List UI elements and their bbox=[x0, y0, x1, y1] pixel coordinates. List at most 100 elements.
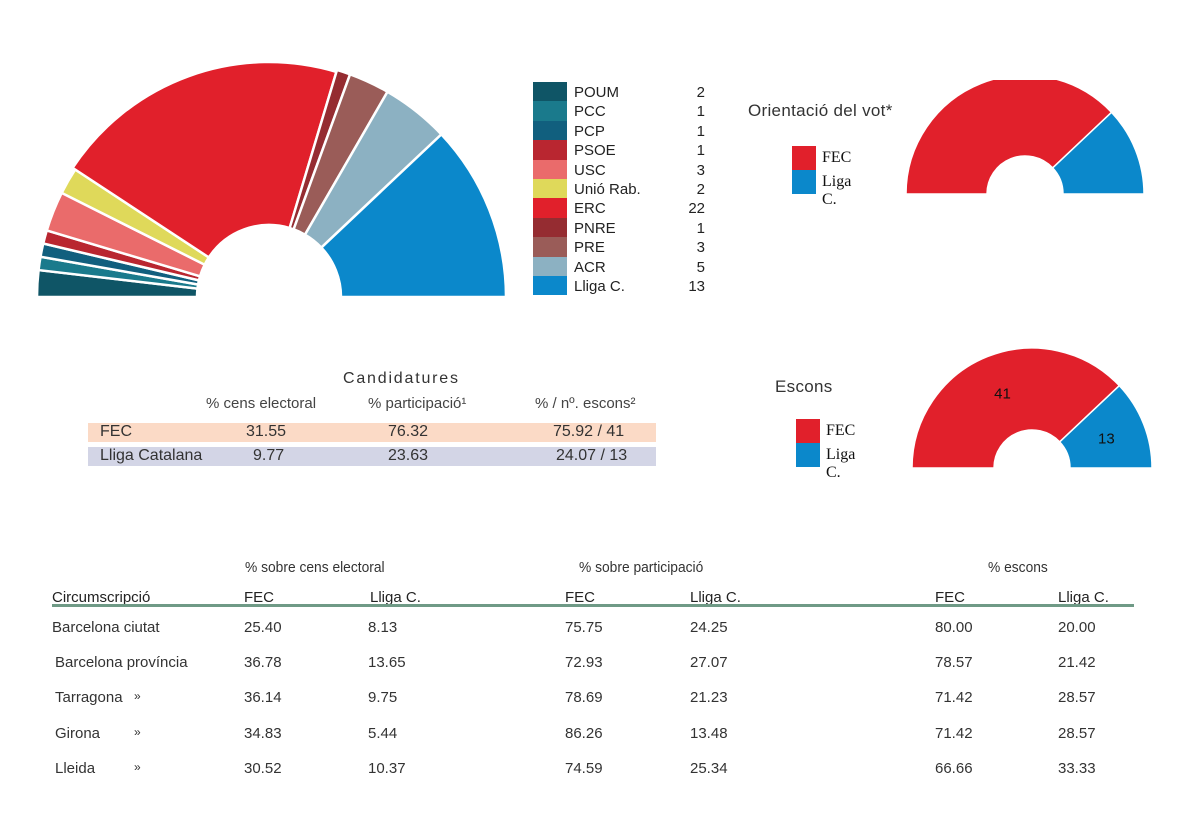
sector-liga-c- bbox=[1051, 111, 1145, 195]
table-cell: 30.52 bbox=[244, 760, 282, 777]
legend-swatch bbox=[533, 237, 567, 257]
col-header: Lliga C. bbox=[1058, 589, 1109, 606]
sector-fec bbox=[905, 80, 1113, 195]
group-header-participacio: % sobre participació bbox=[579, 559, 704, 576]
candidatures-row-lliga: Lliga Catalana 9.77 23.63 24.07 / 13 bbox=[88, 447, 656, 466]
candidatures-col-escons: % / nº. escons² bbox=[535, 395, 636, 412]
legend-swatch bbox=[533, 275, 567, 296]
ditto-mark: » bbox=[134, 725, 141, 739]
ditto-mark: » bbox=[134, 760, 141, 774]
legend-seats: 5 bbox=[696, 258, 705, 276]
legend-swatch bbox=[533, 159, 567, 179]
legend-swatch bbox=[796, 419, 820, 443]
col-header: FEC bbox=[935, 589, 965, 606]
candidatures-col-participacio: % participació¹ bbox=[368, 395, 467, 412]
legend-seats: 1 bbox=[696, 122, 705, 140]
table-header-rule bbox=[52, 604, 1134, 607]
legend-label: ERC bbox=[574, 200, 606, 218]
legend-item: Lliga C. 13 bbox=[533, 275, 713, 296]
row-name: Tarragona bbox=[55, 689, 123, 706]
col-header: Lliga C. bbox=[370, 589, 421, 606]
legend-seats: 2 bbox=[696, 180, 705, 198]
table-cell: 9.75 bbox=[368, 689, 398, 706]
seats-chart: 41 13 bbox=[911, 347, 1153, 469]
col-header: FEC bbox=[565, 589, 595, 606]
legend-seats: 2 bbox=[696, 84, 705, 101]
table-cell: 25.40 bbox=[244, 619, 282, 636]
legend-item: Unió Rab. 2 bbox=[533, 178, 713, 199]
table-cell: 78.57 bbox=[935, 654, 973, 671]
table-cell: 27.07 bbox=[690, 654, 728, 671]
table-cell: 5.44 bbox=[368, 725, 398, 742]
legend-item: ERC 22 bbox=[533, 198, 713, 218]
col-header: FEC bbox=[244, 589, 274, 606]
legend-label: Unió Rab. bbox=[574, 180, 641, 198]
legend-label: FEC bbox=[822, 149, 852, 166]
legend-label: Lliga C. bbox=[574, 277, 625, 295]
legend-swatch bbox=[533, 120, 567, 141]
legend-swatch bbox=[533, 217, 567, 238]
table-cell: 78.69 bbox=[565, 689, 603, 706]
candidatures-row-fec: FEC 31.55 76.32 75.92 / 41 bbox=[88, 423, 656, 442]
sector-liga-c- bbox=[1058, 384, 1153, 469]
vote-orientation-title: Orientació del vot* bbox=[748, 101, 893, 120]
table-cell: 33.33 bbox=[1058, 760, 1096, 777]
table-cell: 21.42 bbox=[1058, 654, 1096, 671]
table-cell: 13.48 bbox=[690, 725, 728, 742]
table-cell: 71.42 bbox=[935, 689, 973, 706]
table-cell: 28.57 bbox=[1058, 689, 1096, 706]
legend-label: ACR bbox=[574, 258, 606, 276]
candidatures-title: Candidatures bbox=[343, 370, 460, 387]
legend-swatch bbox=[533, 178, 567, 199]
legend-swatch bbox=[792, 146, 816, 170]
row-name: Barcelona província bbox=[55, 654, 188, 671]
candidatures-cell: 23.63 bbox=[388, 447, 429, 464]
legend-seats: 22 bbox=[688, 200, 705, 218]
sector-data-label: 41 bbox=[994, 386, 1011, 403]
sector-lliga-c- bbox=[319, 132, 508, 299]
legend-label: PSOE bbox=[574, 142, 616, 160]
table-cell: 72.93 bbox=[565, 654, 603, 671]
legend-swatch bbox=[796, 443, 820, 467]
legend-item: ACR 5 bbox=[533, 256, 713, 276]
table-cell: 36.78 bbox=[244, 654, 282, 671]
legend-label: PCC bbox=[574, 103, 606, 121]
legend-item: PCP 1 bbox=[533, 120, 713, 141]
row-name: Lleida bbox=[55, 760, 96, 777]
legend-label: FEC bbox=[826, 422, 856, 439]
table-cell: 74.59 bbox=[565, 760, 603, 777]
table-cell: 80.00 bbox=[935, 619, 973, 636]
table-cell: 24.25 bbox=[690, 619, 728, 636]
legend-seats: 1 bbox=[696, 219, 705, 237]
table-cell: 8.13 bbox=[368, 619, 398, 636]
group-header-cens: % sobre cens electoral bbox=[245, 559, 385, 576]
candidatures-row-label: Lliga Catalana bbox=[100, 447, 203, 464]
table-cell: 13.65 bbox=[368, 654, 406, 671]
legend-swatch bbox=[792, 170, 816, 194]
legend-label: PRE bbox=[574, 239, 605, 257]
row-name: Barcelona ciutat bbox=[52, 619, 160, 636]
table-cell: 10.37 bbox=[368, 760, 406, 777]
table-cell: 86.26 bbox=[565, 725, 603, 742]
legend-label: Liga C. bbox=[826, 446, 856, 481]
legend-label: Liga C. bbox=[822, 173, 852, 208]
sector-fec bbox=[911, 347, 1121, 469]
table-cell: 66.66 bbox=[935, 760, 973, 777]
candidatures-cell: 76.32 bbox=[388, 423, 429, 440]
row-name: Girona bbox=[55, 725, 101, 742]
table-cell: 28.57 bbox=[1058, 725, 1096, 742]
candidatures-cell: 75.92 / 41 bbox=[553, 423, 625, 440]
legend-seats: 13 bbox=[688, 277, 705, 295]
legend-swatch bbox=[533, 198, 567, 218]
table-cell: 34.83 bbox=[244, 725, 282, 742]
legend-seats: 1 bbox=[696, 142, 705, 160]
group-header-escons: % escons bbox=[988, 559, 1048, 576]
parliament-legend: POUM 2 PCC 1 PCP 1 PSOE 1 USC 3 Unió Rab. 2 ERC 22 PNR… bbox=[533, 82, 713, 296]
col-header: Lliga C. bbox=[690, 589, 741, 606]
sector-erc bbox=[70, 60, 338, 260]
legend-swatch bbox=[533, 256, 567, 276]
legend-label: POUM bbox=[574, 84, 619, 101]
legend-seats: 3 bbox=[696, 239, 705, 257]
parliament-chart bbox=[35, 60, 508, 299]
table-cell: 71.42 bbox=[935, 725, 973, 742]
